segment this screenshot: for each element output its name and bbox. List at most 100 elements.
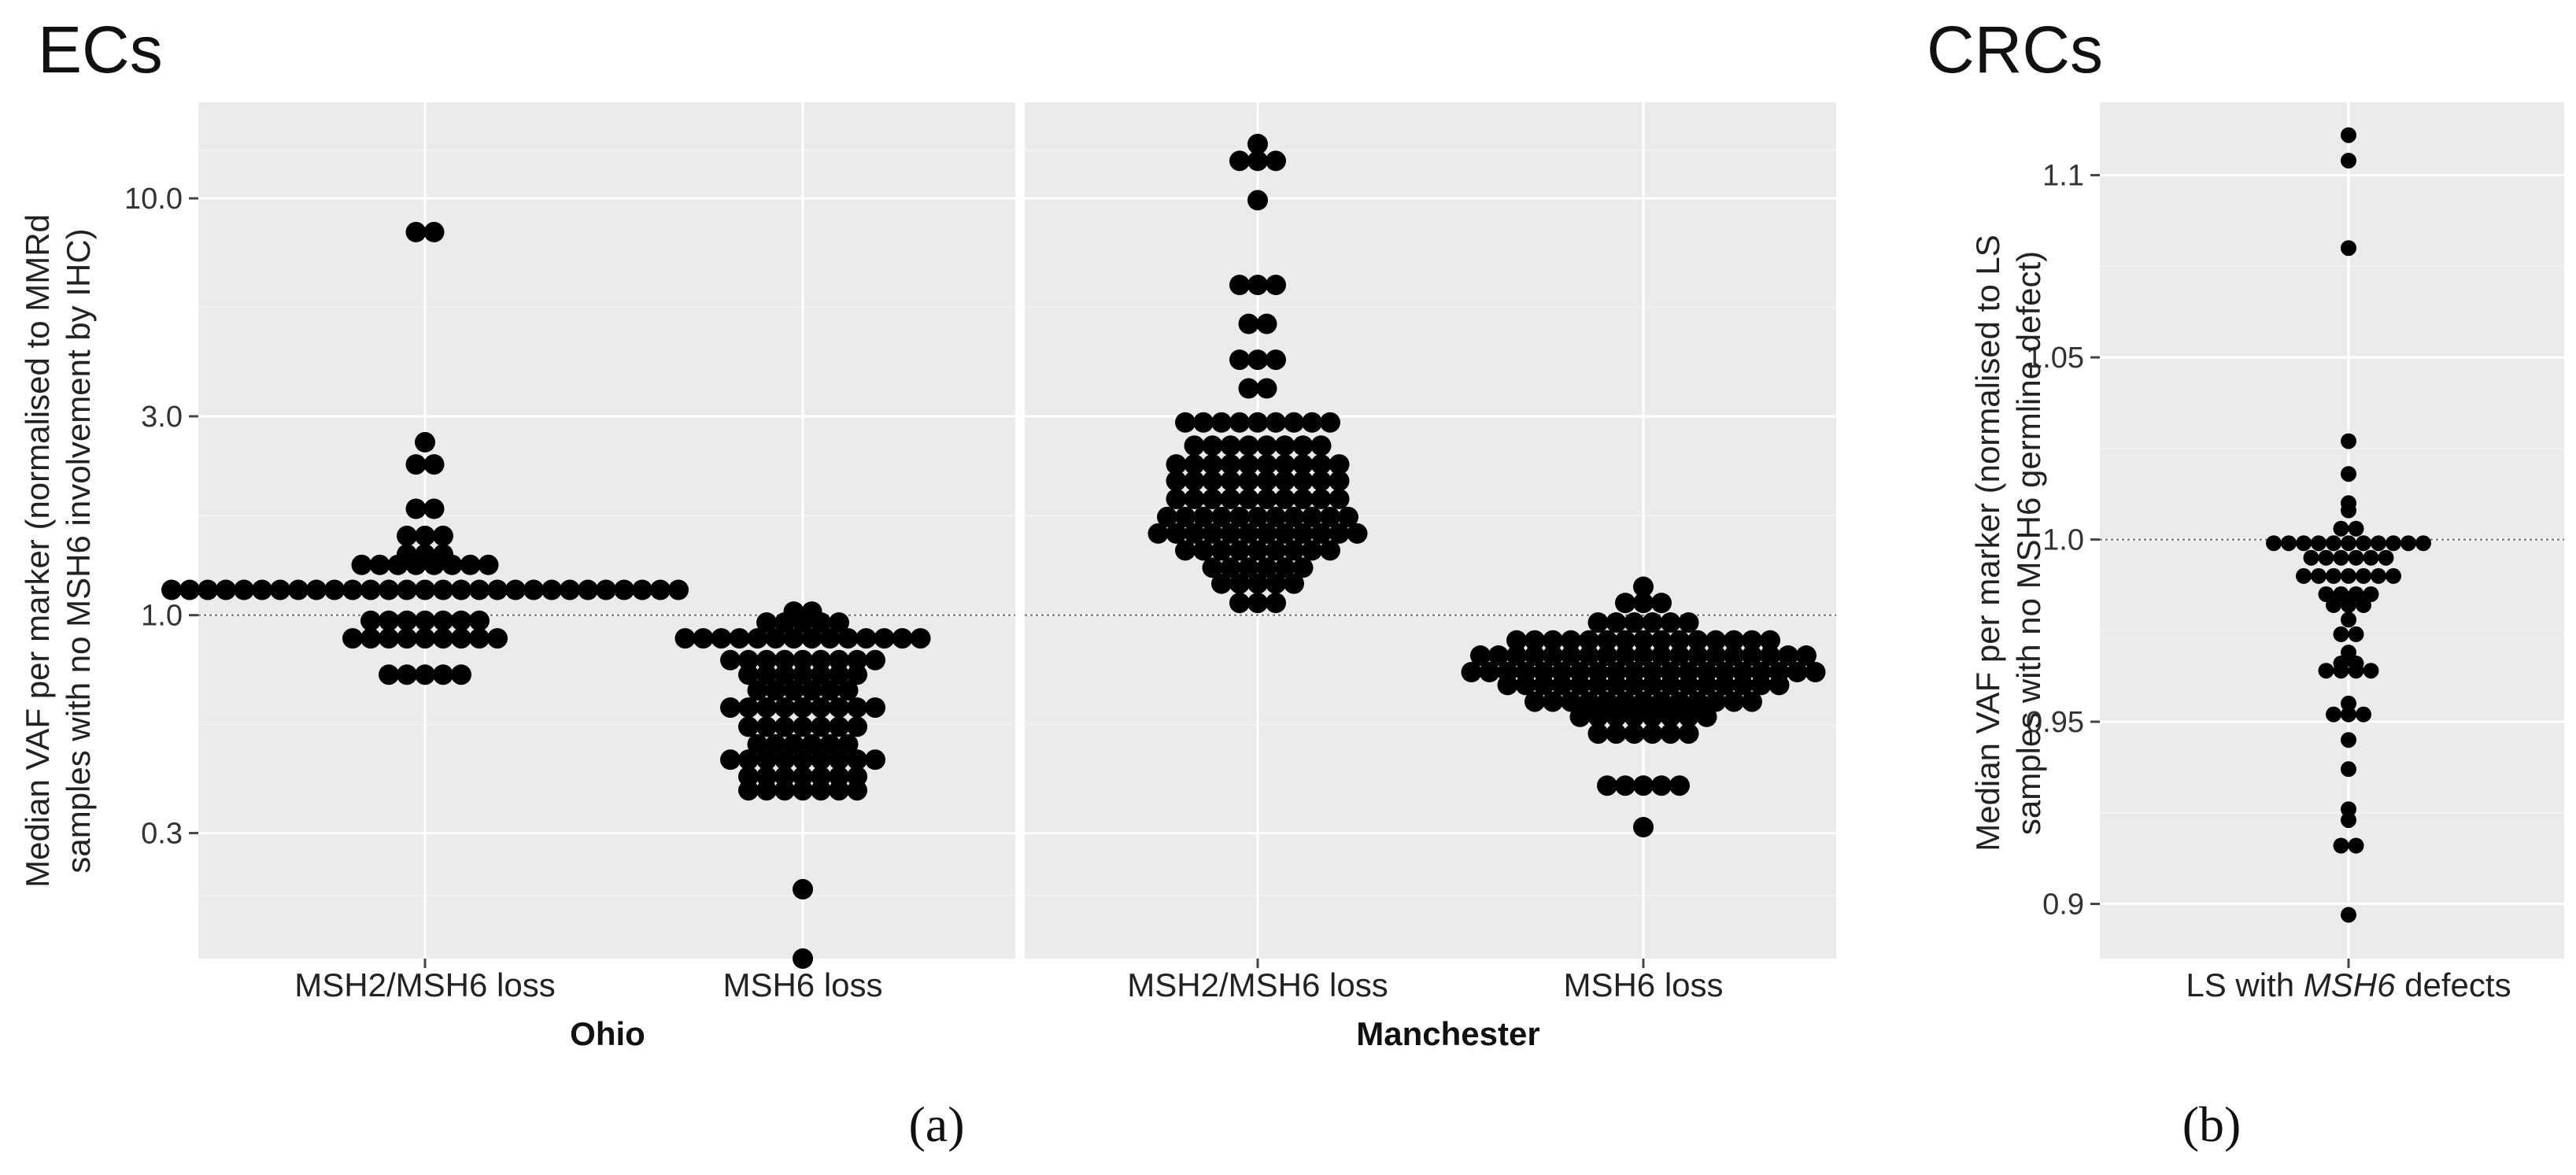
swarm-ohio-1-point-52 [738,716,759,737]
swarm-manchester-1-point-30 [1561,645,1581,666]
swarm-manchester-1-point-65 [1515,674,1536,696]
swarm-ohio-1-point-7 [674,628,696,649]
swarm-manchester-1-point-110 [1651,775,1672,796]
data-points [161,127,2431,969]
swarm-manchester-1-point-7 [1642,612,1663,633]
swarm-manchester-1-point-25 [1470,645,1491,666]
swarm-manchester-0-point-15 [1175,412,1196,433]
swarm-crcs-point-57 [2341,812,2356,829]
swarm-crcs-point-9 [2266,535,2282,552]
swarm-crcs-point-50 [2341,695,2356,711]
swarm-ohio-0-point-60 [397,628,417,649]
swarm-manchester-0-point-57 [1256,489,1277,509]
swarm-manchester-0-point-95 [1220,557,1241,578]
swarm-ohio-0-point-58 [360,628,381,649]
swarm-crcs-point-42 [2348,626,2364,642]
swarm-ohio-0-point-0 [405,221,427,242]
swarm-crcs-point-52 [2341,706,2356,722]
swarm-crcs-point-39 [2356,597,2371,613]
swarm-manchester-0-point-99 [1292,557,1314,578]
swarm-ohio-1-point-55 [793,716,813,737]
swarm-ohio-1-point-43 [720,697,741,719]
swarm-ohio-0-point-61 [415,628,435,649]
swarm-ohio-0-point-46 [614,579,634,600]
swarm-manchester-1-point-1 [1615,593,1635,614]
swarm-ohio-1-point-14 [801,628,822,649]
swarm-crcs-point-0 [2341,127,2356,143]
swarm-manchester-0-point-81 [1292,523,1314,544]
swarm-manchester-1-point-33 [1615,645,1635,666]
facet-label-manchester: Manchester [1356,1015,1539,1052]
swarm-manchester-0-point-67 [1247,506,1268,527]
swarm-manchester-0-point-20 [1266,412,1286,433]
swarm-crcs-point-14 [2341,535,2356,552]
swarm-manchester-1-point-11 [1525,630,1545,651]
swarm-ohio-0-point-13 [351,554,372,575]
swarm-crcs-point-51 [2326,706,2341,722]
swarm-manchester-0-point-31 [1310,435,1332,456]
swarm-manchester-0-point-44 [1202,471,1223,491]
swarm-manchester-0-point-105 [1229,593,1250,614]
swarm-manchester-0-point-19 [1247,412,1268,433]
swarm-crcs-point-25 [2378,549,2394,566]
swarm-manchester-0-point-87 [1211,540,1232,561]
swarm-ohio-1-point-51 [865,697,885,719]
swarm-manchester-1-point-103 [1624,723,1645,745]
swarm-manchester-0-point-73 [1148,523,1169,544]
swarm-ohio-1-point-45 [756,697,777,719]
swarm-crcs-point-20 [2303,549,2319,566]
swarm-ohio-1-point-37 [747,680,768,701]
swarm-ohio-0-point-36 [433,579,453,600]
swarm-manchester-0-point-9 [1256,313,1277,334]
swarm-manchester-0-point-43 [1184,471,1205,491]
subfigure-label-a: (a) [908,1096,964,1152]
swarm-crcs-point-29 [2341,567,2356,584]
swarm-manchester-0-point-96 [1238,557,1259,578]
swarm-manchester-1-point-9 [1678,612,1699,633]
swarm-crcs-point-41 [2333,626,2349,642]
swarm-manchester-0-point-45 [1220,471,1241,491]
swarm-ohio-0-point-48 [650,579,671,600]
swarm-ohio-1-point-58 [847,716,867,737]
swarm-manchester-0-point-32 [1166,454,1187,475]
swarm-ohio-1-point-27 [829,649,849,671]
swarm-ohio-0-point-67 [397,664,417,685]
swarm-ohio-1-point-40 [801,680,822,701]
swarm-ohio-1-point-10 [729,628,750,649]
swarm-manchester-1-point-68 [1569,674,1591,696]
swarm-crcs-point-21 [2318,549,2334,566]
swarm-manchester-0-point-69 [1284,506,1304,527]
swarm-manchester-0-point-30 [1292,435,1314,456]
swarm-ohio-0-point-42 [541,579,562,600]
swarm-manchester-1-point-79 [1768,674,1790,696]
swarm-manchester-0-point-88 [1229,540,1250,561]
swarm-manchester-1-point-66 [1533,674,1554,696]
swarm-manchester-1-point-27 [1506,645,1527,666]
swarm-ohio-1-point-46 [774,697,795,719]
swarm-manchester-0-point-56 [1238,489,1259,509]
swarm-manchester-0-point-62 [1157,506,1177,527]
swarm-manchester-0-point-3 [1266,150,1286,172]
swarm-manchester-0-point-91 [1284,540,1304,561]
swarm-ohio-1-point-81 [738,780,759,801]
swarm-ohio-1-point-42 [837,680,859,701]
swarm-manchester-0-point-38 [1274,454,1295,475]
swarm-manchester-1-point-36 [1669,645,1690,666]
swarm-manchester-0-point-59 [1292,489,1314,509]
swarm-manchester-0-point-42 [1166,471,1187,491]
swarm-manchester-0-point-90 [1266,540,1286,561]
swarm-ohio-1-point-33 [793,664,813,685]
swarm-manchester-1-point-0 [1633,576,1654,597]
swarm-ohio-0-point-47 [632,579,652,600]
swarm-ohio-0-point-37 [451,579,471,600]
swarm-crcs-point-38 [2341,597,2356,613]
swarm-ohio-0-point-29 [306,579,327,600]
swarm-ohio-1-point-72 [847,749,867,770]
swarm-manchester-0-point-1 [1229,150,1250,172]
swarm-ohio-0-point-21 [161,579,182,600]
swarm-ohio-1-point-17 [856,628,877,649]
y-tick-label-b-3: 1.05 [2026,342,2084,375]
swarm-ohio-0-point-30 [324,579,345,600]
swarm-manchester-1-point-34 [1633,645,1654,666]
swarm-manchester-1-point-99 [1678,706,1699,727]
